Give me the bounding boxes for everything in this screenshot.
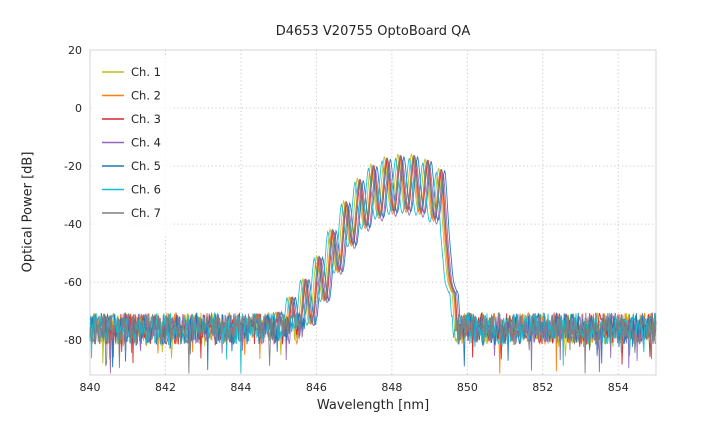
y-tick-label: -40: [64, 218, 82, 231]
y-tick-label: 20: [68, 44, 82, 57]
legend-entry: Ch. 7: [102, 206, 161, 220]
y-tick-label: -60: [64, 276, 82, 289]
series-line-ch-5: [89, 156, 657, 371]
x-tick-label: 852: [532, 381, 553, 394]
chart-title: D4653 V20755 OptoBoard QA: [275, 24, 471, 39]
y-tick-label: 0: [75, 102, 82, 115]
legend: Ch. 1 Ch. 2 Ch. 3 Ch. 4 Ch. 5 Ch. 6 Ch. 7: [94, 58, 172, 235]
y-tick-label: -20: [64, 160, 82, 173]
y-axis-label: Optical Power [dB]: [20, 151, 36, 273]
x-tick-label: 854: [608, 381, 629, 394]
legend-entry: Ch. 2: [102, 89, 161, 103]
series-line-ch-4: [89, 159, 657, 374]
y-tick-label: -80: [64, 334, 82, 347]
x-tick-label: 848: [381, 381, 402, 394]
legend-entry: Ch. 4: [102, 136, 161, 150]
x-tick-label: 844: [230, 381, 251, 394]
legend-label: Ch. 1: [131, 65, 161, 79]
series-line-ch-6: [89, 157, 657, 374]
x-axis-label: Wavelength [nm]: [316, 398, 430, 413]
legend-label: Ch. 2: [131, 89, 161, 103]
legend-entry: Ch. 5: [102, 159, 161, 173]
legend-label: Ch. 7: [131, 206, 161, 220]
x-tick-label: 840: [80, 381, 101, 394]
x-tick-label: 842: [155, 381, 176, 394]
legend-label: Ch. 5: [131, 159, 161, 173]
legend-background: [94, 58, 172, 235]
plot-frame: [89, 49, 657, 376]
legend-entry: Ch. 3: [102, 112, 161, 126]
legend-label: Ch. 4: [131, 136, 161, 150]
legend-label: Ch. 6: [131, 183, 161, 197]
legend-entry: Ch. 1: [102, 65, 161, 79]
legend-entry: Ch. 6: [102, 183, 161, 197]
x-tick-label: 850: [457, 381, 478, 394]
x-tick-label: 846: [306, 381, 327, 394]
legend-label: Ch. 3: [131, 112, 161, 126]
series-line-ch-7: [89, 154, 657, 374]
